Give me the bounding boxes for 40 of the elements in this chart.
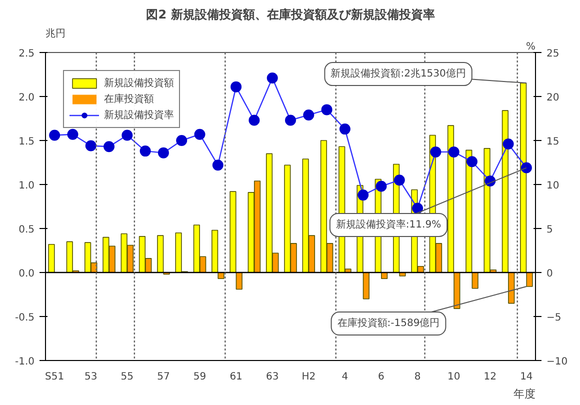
legend-label: 新規設備投資率 (104, 108, 174, 122)
y-tick-label: 2.5 (18, 48, 35, 60)
y2-tick-label: −10 (546, 356, 568, 368)
y-tick-label: 0.0 (18, 268, 35, 280)
y2-tick-label: 5 (546, 224, 553, 236)
y2-tick-label: 25 (546, 48, 560, 60)
y-tick-label: 1.5 (18, 136, 35, 148)
x-tick-label: 14 (520, 372, 533, 382)
x-tick-label: 57 (157, 372, 170, 382)
y-tick-label: -0.5 (14, 312, 35, 324)
y2-tick-label: 15 (546, 136, 560, 148)
x-tick-label: 8 (414, 372, 421, 382)
legend-label: 新規設備投資額 (104, 76, 174, 90)
x-tick-label: 53 (84, 372, 98, 382)
y-tick-label: 1.0 (18, 180, 35, 192)
y2-tick-label: −5 (546, 312, 562, 324)
legend-label: 在庫投資額 (104, 92, 154, 106)
y-axis-title: 兆円 (46, 28, 66, 40)
x-tick-label: 55 (120, 372, 134, 382)
y2-tick-label: 10 (546, 180, 560, 192)
y-tick-label: 0.5 (18, 224, 35, 236)
annotation: 新規設備投資額:2兆1530億円 (330, 68, 466, 80)
annotation: 新規設備投資率:11.9% (336, 218, 442, 230)
x-axis-title: 年度 (514, 388, 536, 400)
y-tick-label: 2.0 (18, 92, 35, 104)
x-tick-label: 6 (378, 372, 384, 382)
x-tick-label: 12 (484, 372, 496, 382)
x-tick-label: 59 (193, 372, 206, 382)
y2-axis-title: % (526, 42, 536, 52)
y2-tick-label: 20 (546, 92, 560, 104)
y-tick-label: -1.0 (14, 356, 35, 368)
x-tick-label: 63 (266, 372, 279, 382)
x-tick-label: 61 (230, 372, 242, 382)
x-tick-label: 4 (342, 372, 348, 382)
x-tick-label: H2 (302, 372, 316, 382)
annotation: 在庫投資額:-1589億円 (337, 317, 440, 330)
y2-tick-label: 0 (546, 268, 553, 280)
x-tick-label: S51 (45, 372, 64, 382)
x-tick-label: 10 (447, 372, 460, 382)
chart-title: 図2 新規設備投資額、在庫投資額及び新規設備投資率 (146, 8, 435, 22)
